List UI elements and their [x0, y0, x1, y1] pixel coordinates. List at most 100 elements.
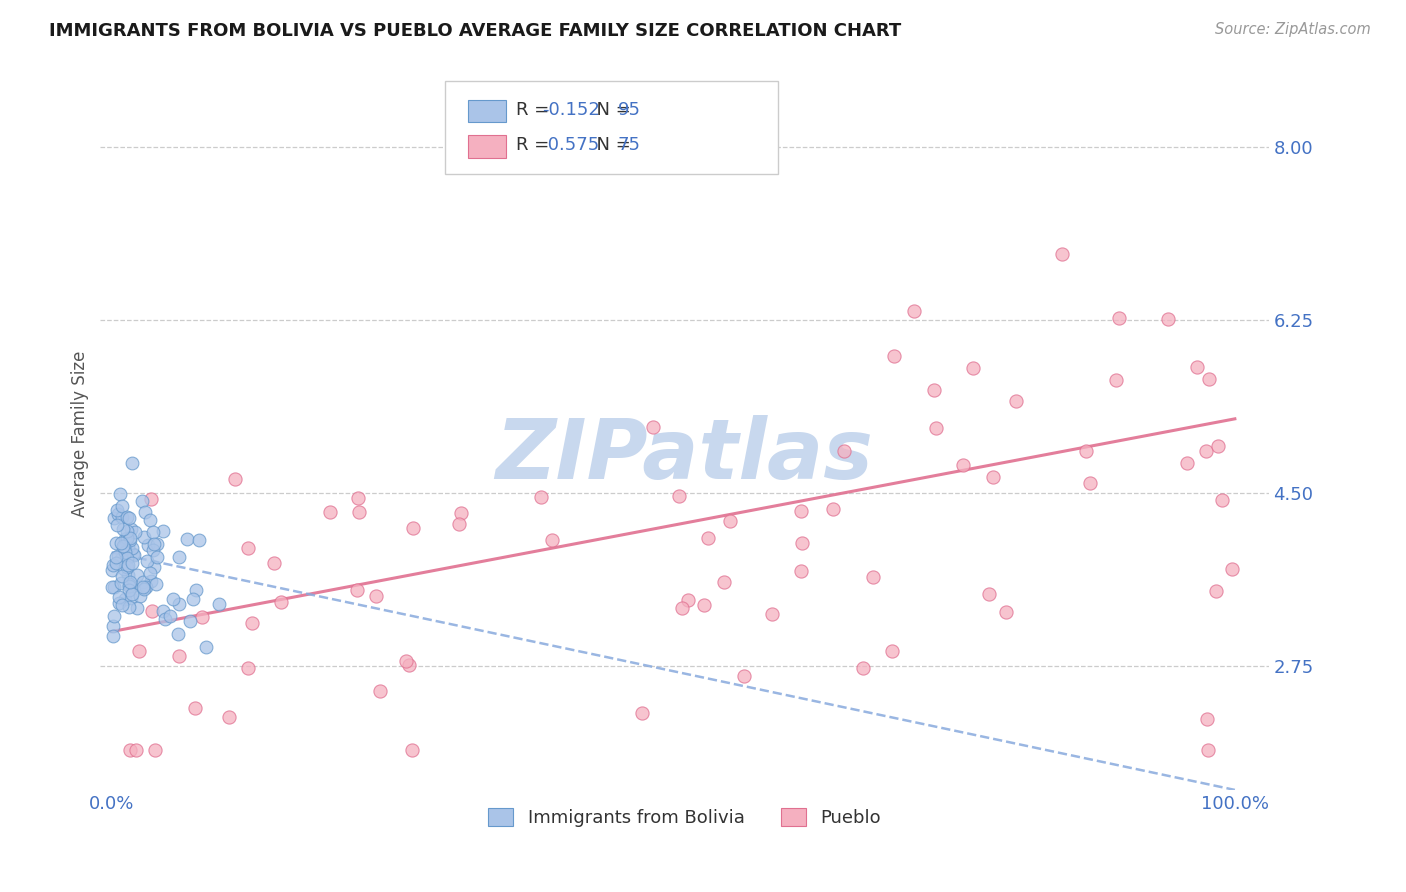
Point: [120, 580, 142, 594]
Point: [141, 604, 163, 618]
Point: [188, 533, 211, 547]
Point: [1195, 712, 1218, 726]
Point: [167, 597, 190, 611]
Point: [103, 580, 125, 594]
Point: [1211, 493, 1233, 508]
Point: [120, 522, 142, 536]
Point: [117, 558, 139, 572]
Point: [131, 574, 153, 589]
Text: 0.575: 0.575: [541, 136, 599, 154]
Point: [138, 566, 160, 580]
Point: [152, 603, 174, 617]
Point: [883, 349, 905, 363]
Point: [713, 575, 735, 590]
Point: [1187, 360, 1209, 375]
Point: [194, 640, 217, 654]
Point: [134, 505, 156, 519]
Point: [117, 540, 139, 554]
Legend: Immigrants from Bolivia, Pueblo: Immigrants from Bolivia, Pueblo: [481, 800, 889, 834]
Point: [121, 456, 143, 470]
Point: [122, 547, 145, 561]
Point: [118, 575, 141, 590]
Point: [1195, 444, 1218, 458]
Point: [368, 683, 391, 698]
Point: [110, 552, 132, 566]
Y-axis label: Average Family Size: Average Family Size: [72, 351, 89, 516]
Point: [146, 549, 169, 564]
Point: [159, 608, 181, 623]
Point: [131, 493, 153, 508]
Point: [112, 562, 135, 576]
Point: [962, 360, 984, 375]
Point: [952, 458, 974, 473]
Point: [112, 539, 135, 553]
Point: [141, 492, 163, 507]
Text: N =: N =: [585, 101, 637, 119]
Point: [1198, 372, 1220, 386]
Point: [110, 536, 132, 550]
Point: [395, 654, 418, 668]
Text: R =: R =: [516, 101, 555, 119]
Point: [643, 420, 665, 434]
Point: [104, 549, 127, 564]
Point: [761, 607, 783, 621]
Point: [104, 557, 127, 571]
Point: [790, 504, 813, 518]
Point: [105, 517, 128, 532]
Point: [127, 568, 149, 582]
Point: [450, 506, 472, 520]
Point: [218, 710, 240, 724]
Point: [880, 644, 903, 658]
Point: [143, 743, 166, 757]
Point: [121, 556, 143, 570]
Point: [1108, 311, 1130, 326]
Point: [128, 589, 150, 603]
Point: [346, 583, 368, 598]
Point: [718, 514, 741, 528]
Point: [115, 551, 138, 566]
Point: [124, 524, 146, 539]
Point: [631, 706, 654, 720]
Text: -0.152: -0.152: [541, 101, 600, 119]
Point: [138, 513, 160, 527]
Point: [103, 608, 125, 623]
Point: [110, 575, 132, 590]
Point: [107, 507, 129, 521]
Point: [101, 629, 124, 643]
Point: [541, 533, 564, 547]
Point: [104, 536, 127, 550]
Point: [1205, 584, 1227, 599]
Point: [924, 421, 946, 435]
Point: [530, 491, 553, 505]
Point: [401, 743, 423, 757]
Point: [142, 543, 165, 558]
Point: [108, 590, 131, 604]
Text: ZIPatlas: ZIPatlas: [495, 415, 873, 496]
Point: [120, 532, 142, 546]
Point: [668, 489, 690, 503]
Point: [132, 530, 155, 544]
Point: [114, 545, 136, 559]
Point: [118, 511, 141, 525]
Point: [111, 522, 134, 536]
Point: [903, 304, 925, 318]
Point: [118, 583, 141, 598]
Point: [125, 743, 148, 757]
Point: [693, 599, 716, 613]
Point: [143, 559, 166, 574]
Point: [152, 524, 174, 538]
Point: [1175, 456, 1198, 470]
Point: [994, 605, 1017, 619]
Point: [922, 383, 945, 397]
Point: [153, 612, 176, 626]
Point: [981, 470, 1004, 484]
Point: [366, 590, 388, 604]
Point: [120, 591, 142, 605]
Point: [398, 657, 420, 672]
Point: [224, 472, 246, 486]
Point: [136, 538, 159, 552]
Point: [125, 600, 148, 615]
Point: [101, 558, 124, 572]
Text: 75: 75: [617, 136, 641, 154]
Point: [110, 599, 132, 613]
